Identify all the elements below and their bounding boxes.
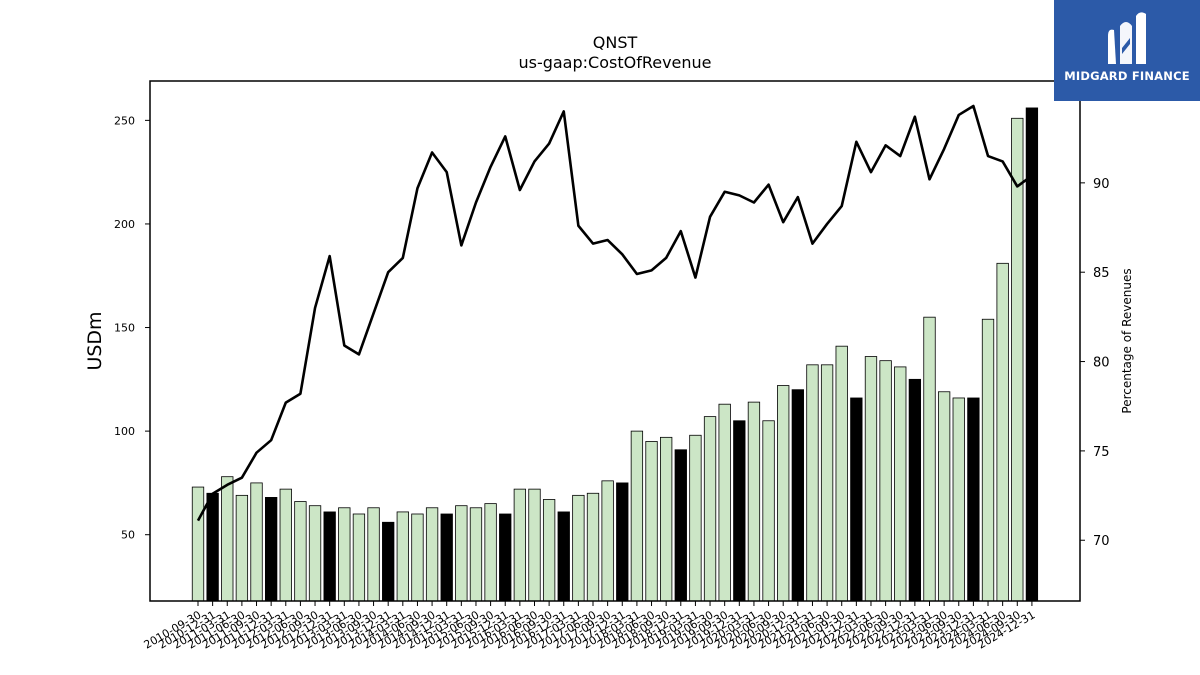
bar-2015-06-30 <box>469 507 483 602</box>
bar-2012-06-30 <box>294 501 307 602</box>
bar-2019-12-31 <box>733 420 746 602</box>
y-tick-label: 200 <box>114 218 135 231</box>
y-tick-label: 50 <box>121 529 135 542</box>
bar-2016-09-30 <box>542 499 556 602</box>
bar-2016-06-30 <box>528 488 541 602</box>
y-tick-label: 100 <box>114 425 135 438</box>
bar-2014-12-31 <box>440 513 453 602</box>
bar-2015-12-31 <box>499 513 512 602</box>
bar-2023-12-31 <box>967 397 980 602</box>
bar-2024-06-30 <box>996 262 1009 602</box>
bar-2018-09-30 <box>660 436 673 602</box>
bar-2016-12-31 <box>557 511 570 602</box>
bar-2013-12-31 <box>382 521 395 602</box>
bar-2014-09-30 <box>425 507 439 602</box>
chart-subtitle: us-gaap:CostOfRevenue <box>518 53 711 72</box>
bar-2024-03-31 <box>981 318 995 602</box>
bar-2020-09-30 <box>777 385 790 602</box>
bar-2010-09-30 <box>191 486 205 602</box>
bar-2011-03-31 <box>221 476 234 602</box>
bar-2021-09-30 <box>835 345 848 602</box>
bar-2019-09-30 <box>718 403 731 602</box>
bar-2023-06-30 <box>937 391 951 602</box>
bar-2017-06-30 <box>586 492 600 602</box>
chart-title: QNST <box>593 33 638 52</box>
bar-2018-12-31 <box>674 449 687 602</box>
bar-2023-03-31 <box>923 316 936 602</box>
bar-2019-06-30 <box>703 416 717 602</box>
brand-name: MIDGARD FINANCE <box>1064 69 1190 83</box>
bar-2022-09-30 <box>894 366 907 602</box>
bar-2020-03-31 <box>747 401 761 602</box>
bar-2018-03-31 <box>630 430 644 602</box>
y-right-tick-label: 70 <box>1093 534 1110 549</box>
y-axis-label: USDm <box>84 311 106 370</box>
plot-frame <box>149 80 1081 602</box>
bar-2012-09-30 <box>308 505 322 602</box>
y-axis-left: 50 100 150 200 250 <box>114 114 150 542</box>
bar-series <box>191 107 1039 602</box>
bar-2023-09-30 <box>952 397 965 602</box>
y-right-tick-label: 85 <box>1093 266 1110 281</box>
bar-2017-09-30 <box>601 480 614 602</box>
bar-2024-09-30 <box>1011 117 1024 602</box>
bar-2021-06-30 <box>820 364 834 602</box>
bar-2013-03-31 <box>338 507 351 602</box>
bar-2013-09-30 <box>367 507 380 602</box>
bar-2011-12-31 <box>264 497 278 602</box>
bar-2022-12-31 <box>908 378 922 602</box>
bar-2022-06-30 <box>879 360 892 602</box>
y-axis-right-label: Percentage of Revenues <box>1120 268 1134 413</box>
percentage-line <box>196 104 1033 522</box>
bar-2012-12-31 <box>323 511 336 602</box>
bar-2024-12-31 <box>1025 107 1039 602</box>
x-axis: 2010-09-302010-12-312011-03-312011-06-30… <box>142 601 1037 652</box>
bar-2015-03-31 <box>455 505 468 602</box>
bar-2022-03-31 <box>864 356 878 602</box>
bar-2018-06-30 <box>645 441 658 602</box>
bar-2017-12-31 <box>616 482 629 602</box>
brand-logo: MIDGARD FINANCE <box>1054 0 1200 101</box>
bar-2021-03-31 <box>806 364 819 602</box>
bar-2017-03-31 <box>572 494 585 602</box>
bar-2016-03-31 <box>513 488 527 602</box>
bar-2019-03-31 <box>689 434 702 602</box>
bar-2012-03-31 <box>279 488 292 602</box>
bar-2014-06-30 <box>411 513 424 602</box>
bar-2014-03-31 <box>396 511 409 602</box>
y-right-tick-label: 75 <box>1093 445 1110 460</box>
midgard-m-logo-icon <box>1108 12 1146 65</box>
y-tick-label: 150 <box>114 322 135 335</box>
bar-2015-09-30 <box>484 503 497 602</box>
bar-2010-12-31 <box>206 492 219 602</box>
y-right-tick-label: 80 <box>1093 356 1110 371</box>
y-axis-right: 70 75 80 85 90 <box>1080 177 1110 549</box>
bar-2020-06-30 <box>762 420 775 602</box>
bar-2013-06-30 <box>352 513 366 602</box>
y-tick-label: 250 <box>114 114 135 127</box>
bar-2011-09-30 <box>250 482 263 602</box>
bar-2020-12-31 <box>791 389 804 602</box>
bar-2021-12-31 <box>850 397 863 602</box>
bar-2011-06-30 <box>235 494 249 602</box>
y-right-tick-label: 90 <box>1093 177 1110 192</box>
